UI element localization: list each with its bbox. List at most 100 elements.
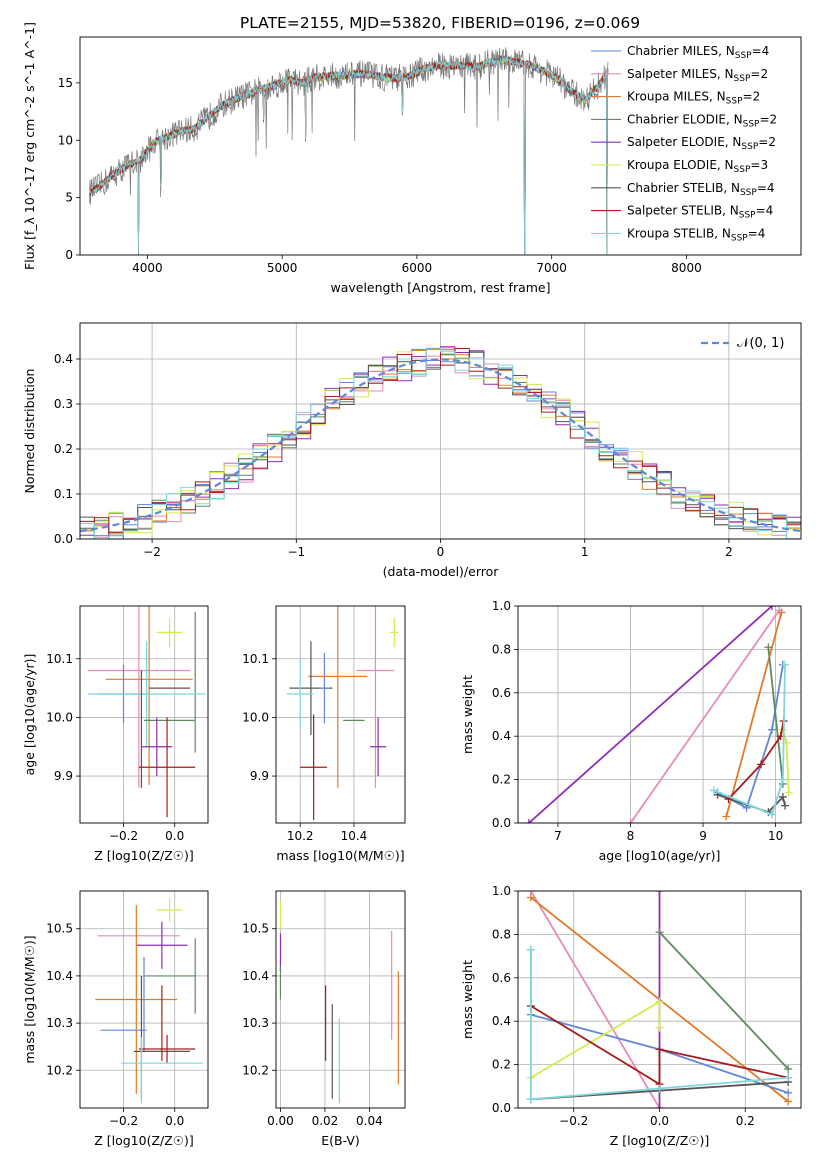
- x-tick-label: 8: [627, 829, 635, 843]
- age_vs_mass-marks: [286, 606, 399, 821]
- errorbar-kroupa_elodie: [390, 617, 399, 648]
- errorbar-salpeter_stelib: [138, 1034, 196, 1064]
- weight-point-marker: [784, 1097, 793, 1106]
- y-tick-label: 10.1: [242, 652, 269, 666]
- axes-frame: [517, 890, 802, 1109]
- errorbar-kroupa_elodie: [156, 898, 183, 922]
- residuals-marks: [80, 346, 801, 539]
- y-tick-label: 10.0: [242, 710, 269, 724]
- weight-point-marker: [655, 1104, 664, 1108]
- model-line-salpeter_miles: [89, 54, 609, 255]
- weight-point-marker: [767, 810, 776, 819]
- axes-frame: [79, 36, 802, 256]
- weight-point-marker: [784, 1073, 793, 1082]
- weight-point-marker: [655, 928, 664, 937]
- y-tick-label: 10.5: [46, 922, 73, 936]
- panel-mass_weight_vs_age: 7 8 9 10 0.0 0.2 0.4 0.6 0.8 1.0 age [log10(age/yr…: [460, 599, 802, 863]
- x-tick-label: 9: [699, 829, 707, 843]
- errorbar-salpeter_elodie: [370, 717, 387, 777]
- model-line-kroupa_elodie: [89, 56, 609, 255]
- errorbar-chabrier_miles: [319, 652, 330, 724]
- axes-frame: [517, 605, 802, 824]
- weight-point-marker: [626, 819, 635, 823]
- weight-line-kroupa_stelib: [713, 664, 786, 816]
- weight-point-marker: [781, 660, 790, 669]
- x-tick-label: 10: [768, 829, 783, 843]
- age_vs_mass-plot-area: [276, 606, 405, 823]
- mass_vs_Z-marks: [95, 898, 203, 1104]
- weight-point-marker: [781, 801, 790, 810]
- x-tick-label: 8000: [671, 261, 702, 275]
- x-tick-label: 0.04: [356, 1114, 383, 1128]
- y-tick-label: 0.4: [54, 352, 73, 366]
- axes-frame: [275, 890, 406, 1109]
- weight-point-marker: [526, 893, 535, 902]
- errorbar-kroupa_stelib: [286, 658, 314, 730]
- weight-point-marker: [655, 997, 664, 1006]
- x-tick-label: 0.0: [165, 829, 184, 843]
- weight-point-marker: [526, 945, 535, 954]
- x-tick-label: 10.4: [341, 829, 368, 843]
- x-tick-label: 0.02: [312, 1114, 339, 1128]
- model-line-chabrier_stelib: [89, 55, 609, 255]
- y-tick-label: 0.2: [54, 442, 73, 456]
- legend-label: Kroupa STELIB, NSSP=4: [627, 226, 765, 243]
- residual-legend: 𝒩(0, 1): [701, 336, 784, 351]
- weight-point-marker: [767, 606, 776, 610]
- x-tick-label: −0.2: [109, 829, 138, 843]
- y-tick-label: 10.2: [46, 1063, 73, 1077]
- y-tick-label: 1.0: [492, 599, 511, 613]
- weight-point-marker: [655, 1084, 664, 1093]
- weight-line-kroupa_stelib: [530, 949, 789, 1101]
- y-tick-label: 10.3: [46, 1016, 73, 1030]
- y-axis-label: Normed distribution: [22, 369, 37, 494]
- y-tick-label: 10.1: [46, 652, 73, 666]
- legend-label: Chabrier ELODIE, NSSP=2: [627, 112, 777, 129]
- x-axis-label: Z [log10(Z/Z☉)]: [610, 1133, 710, 1148]
- weight-point-marker: [777, 608, 786, 617]
- legend-label: Chabrier STELIB, NSSP=4: [627, 181, 775, 198]
- x-axis-label: mass [log10(M/M☉)]: [276, 848, 404, 863]
- y-axis-label: mass weight: [460, 675, 475, 754]
- weight-point-marker: [784, 1088, 793, 1097]
- y-tick-label: 0.6: [492, 686, 511, 700]
- weight-line-kroupa_miles: [725, 612, 783, 817]
- axes-frame: [275, 605, 406, 824]
- age_vs_Z-plot-area: [80, 606, 208, 823]
- y-tick-label: 0.8: [492, 642, 511, 656]
- errorbar-kroupa_miles: [95, 905, 178, 1094]
- weight-point-marker: [722, 812, 731, 821]
- mass_weight_vs_age-marks: [524, 606, 793, 823]
- age_vs_Z-marks: [87, 606, 206, 818]
- y-tick-label: 0.2: [492, 1058, 511, 1072]
- x-axis-label: Z [log10(Z/Z☉)]: [94, 1133, 194, 1148]
- panel-age_vs_mass: 10.2 10.4 9.9 10.0 10.1 mass [log10(M/M☉)]: [242, 605, 406, 863]
- y-tick-label: 10.5: [242, 922, 269, 936]
- x-tick-label: 4000: [132, 261, 163, 275]
- errorbar-kroupa_miles: [105, 606, 193, 785]
- y-tick-label: 1.0: [492, 884, 511, 898]
- x-tick-label: 6000: [402, 261, 433, 275]
- y-tick-label: 0.0: [54, 532, 73, 546]
- x-axis-label: wavelength [Angstrom, rest frame]: [330, 280, 550, 295]
- weight-line-kroupa_elodie: [530, 1000, 661, 1079]
- model-line-salpeter_elodie: [89, 55, 609, 255]
- x-tick-label: 7000: [536, 261, 567, 275]
- weight-point-marker: [709, 786, 718, 795]
- y-tick-label: 0.3: [54, 397, 73, 411]
- legend-label: Kroupa MILES, NSSP=2: [627, 90, 760, 107]
- errorbar-kroupa_elodie: [156, 617, 183, 648]
- y-tick-label: 10.0: [46, 710, 73, 724]
- weight-point-marker: [778, 792, 787, 801]
- y-axis-label: Flux [f_λ 10^-17 erg cm^-2 s^-1 A^-1]: [22, 22, 37, 270]
- mass_vs_ebv-plot-area: [276, 891, 405, 1108]
- y-tick-label: 0.6: [492, 971, 511, 985]
- spectrum-legend: Chabrier MILES, NSSP=4 Salpeter MILES, NS…: [591, 44, 777, 243]
- errorbar-kroupa_stelib: [87, 641, 206, 747]
- y-tick-label: 5: [65, 191, 73, 205]
- y-tick-label: 0.4: [492, 1014, 511, 1028]
- x-tick-label: 1: [581, 545, 589, 559]
- y-tick-label: 0.2: [492, 773, 511, 787]
- errorbar-salpeter_elodie: [136, 921, 188, 969]
